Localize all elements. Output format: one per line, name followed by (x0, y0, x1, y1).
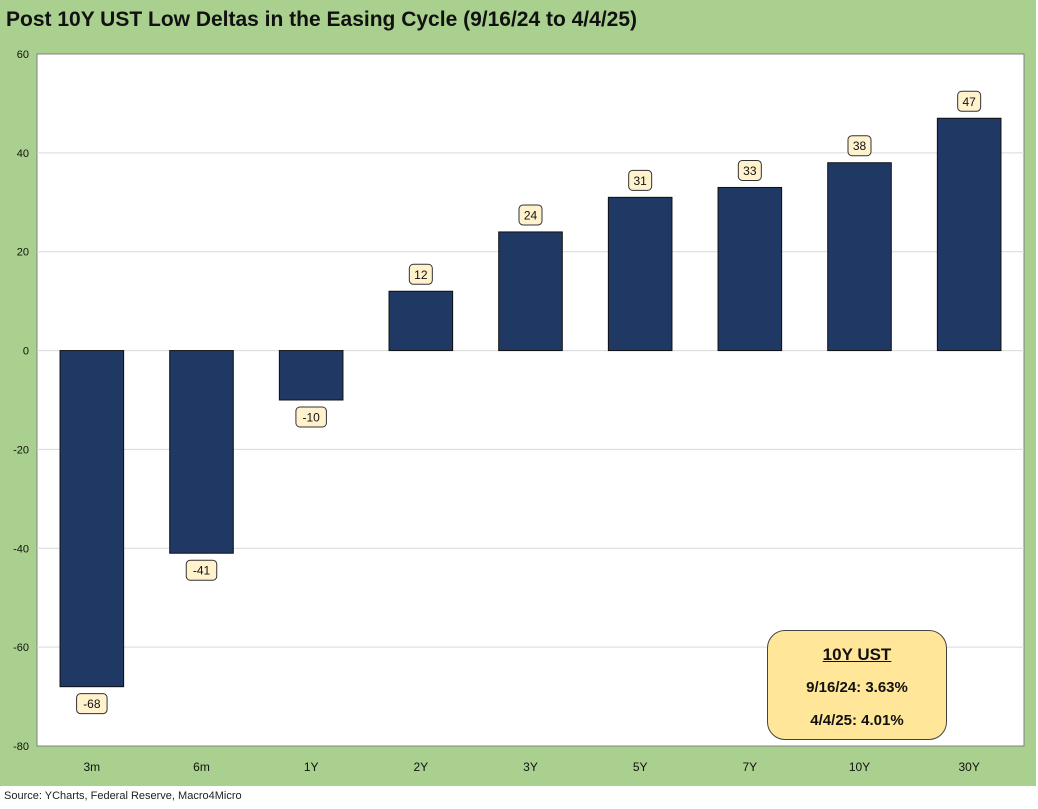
y-tick-label: -40 (13, 543, 29, 555)
annotation-line-1: 9/16/24: 3.63% (806, 679, 908, 696)
annotation-line-2: 4/4/25: 4.01% (810, 712, 904, 729)
data-label-box (518, 204, 543, 226)
bar-1y (278, 350, 344, 401)
data-label-box (295, 406, 327, 428)
x-tick-label: 30Y (958, 760, 979, 774)
data-label-text: 12 (414, 268, 428, 282)
data-label: 38 (847, 135, 872, 157)
source-note: Source: YCharts, Federal Reserve, Macro4… (4, 790, 242, 802)
x-tick-label: 6m (193, 760, 210, 774)
bar-2y (388, 290, 454, 352)
y-tick-label: 60 (17, 49, 29, 61)
x-tick-label: 7Y (742, 760, 757, 774)
y-tick-label: 20 (17, 247, 29, 259)
y-tick-label: 0 (23, 346, 29, 358)
data-label-box (628, 169, 653, 191)
data-labels: -68 -41 -10 12 24 31 33 38 47 (76, 90, 982, 715)
data-label-text: -68 (83, 697, 101, 711)
y-tick-label: -60 (13, 642, 29, 654)
data-label: 24 (518, 204, 543, 226)
data-label: 47 (957, 90, 982, 112)
x-tick-label: 10Y (849, 760, 870, 774)
x-tick-label: 3Y (523, 760, 538, 774)
y-tick-label: -20 (13, 444, 29, 456)
data-label-text: 31 (633, 174, 647, 188)
data-label-box (847, 135, 872, 157)
bar-30y (936, 117, 1002, 352)
data-label-text: 24 (524, 208, 538, 222)
x-tick-label: 5Y (633, 760, 648, 774)
x-tick-label: 2Y (413, 760, 428, 774)
data-label-box (737, 159, 762, 181)
bar-5y (607, 196, 673, 352)
data-label: 33 (737, 159, 762, 181)
x-tick-label: 1Y (304, 760, 319, 774)
bar-10y (827, 162, 892, 352)
y-tick-label: -80 (13, 741, 29, 753)
bar-3m (59, 350, 125, 688)
chart-title: Post 10Y UST Low Deltas in the Easing Cy… (6, 8, 638, 31)
bars (59, 117, 1002, 688)
bar-6m (169, 350, 234, 554)
x-tick-label: 3m (83, 760, 100, 774)
data-label-text: -10 (302, 411, 320, 425)
data-label-box (957, 90, 982, 112)
data-label-text: -41 (193, 564, 211, 578)
x-axis-tick-labels: 3m 6m 1Y 2Y 3Y 5Y 7Y 10Y 30Y (83, 760, 979, 774)
data-label: -41 (185, 559, 218, 581)
bar-3y (498, 231, 563, 352)
data-label: -10 (295, 406, 327, 428)
annotation-title: 10Y UST (822, 645, 892, 664)
y-tick-label: 40 (17, 148, 29, 160)
data-label-text: 47 (962, 95, 976, 109)
data-label: 31 (628, 169, 653, 191)
data-label-box (408, 263, 433, 285)
data-label: 12 (408, 263, 433, 285)
annotation-box: 10Y UST 9/16/24: 3.63% 4/4/25: 4.01% (767, 630, 947, 740)
data-label-box (185, 559, 218, 581)
bar-7y (717, 186, 783, 352)
data-label-box (76, 693, 108, 715)
data-label: -68 (76, 693, 108, 715)
data-label-text: 33 (743, 164, 757, 178)
data-label-text: 38 (853, 139, 867, 153)
y-axis-tick-labels: -80 -60 -40 -20 0 20 40 60 (13, 49, 29, 753)
